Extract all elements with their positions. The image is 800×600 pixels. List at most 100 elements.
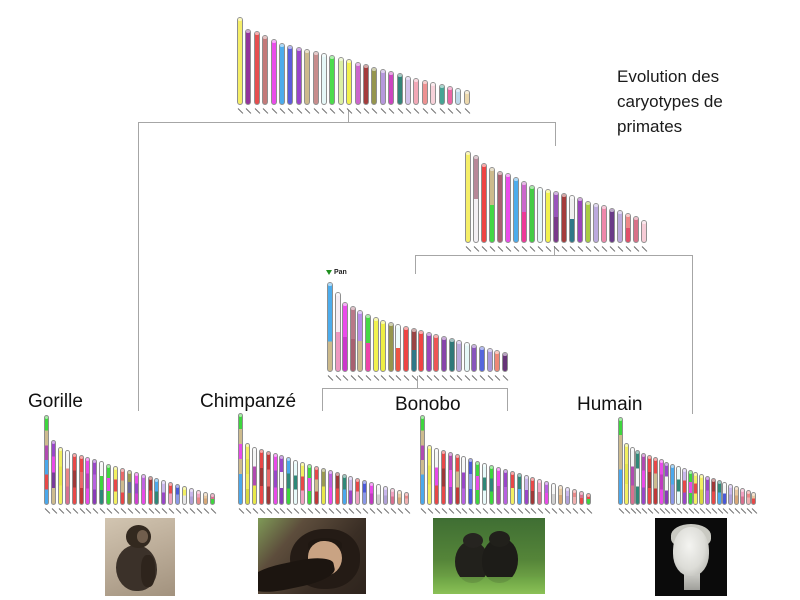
chromosome-tick-label (134, 508, 140, 514)
chromosome (739, 488, 745, 505)
chromosome (92, 459, 98, 505)
chromosome (473, 155, 479, 243)
chromosome (502, 469, 508, 505)
chromosome-tick-label (482, 508, 489, 514)
chromosome-tick-label (449, 375, 455, 381)
chromosome-tick-label (625, 246, 632, 252)
chromosome-tick-label (65, 508, 71, 514)
chromosome (495, 467, 501, 505)
chromosome-tick-label (286, 508, 293, 514)
chromosome (544, 481, 550, 505)
label-chimpanze: Chimpanzé (200, 391, 297, 412)
chromosome-tick-label (196, 508, 203, 514)
karyotype-gorille (44, 415, 223, 517)
chromosome (126, 470, 132, 505)
chromosome-tick-label (502, 375, 509, 381)
karyotype-ancestral-root (237, 17, 478, 117)
chromosome (629, 447, 635, 505)
chromosome (454, 454, 460, 505)
bonobo-photo (433, 518, 545, 594)
chromosome (313, 466, 319, 505)
pan-node-label: Pan (326, 269, 347, 276)
chromosome-tick-label (422, 108, 429, 114)
chromosome (710, 478, 716, 505)
chromosome (410, 328, 417, 372)
chromosome (440, 450, 446, 505)
chromosome (396, 490, 402, 505)
chromosome (551, 483, 557, 505)
chromosome (405, 76, 411, 105)
chromosome-tick-label (494, 375, 501, 381)
chromosome-tick-label (462, 508, 468, 514)
chromosome (509, 471, 515, 505)
chromosome-tick-label (365, 375, 372, 381)
chromosome (265, 451, 271, 505)
chromosome-tick-label (259, 508, 265, 514)
chromosome (202, 492, 208, 505)
chromosome-tick-label (321, 508, 328, 514)
chromosome (447, 86, 453, 105)
chromosome (346, 59, 353, 105)
chromosome-tick-label (58, 508, 65, 514)
chromosome-tick-label (456, 108, 462, 114)
chromosome-tick-label (551, 508, 558, 514)
chromosome-tick-label (641, 508, 648, 514)
chromosome (85, 457, 91, 505)
chromosome (380, 320, 387, 372)
chromosome-tick-label (479, 375, 486, 381)
chromosome (320, 468, 326, 505)
chromosome (209, 493, 215, 505)
chromosome-tick-label (513, 246, 520, 252)
karyotype-bonobo (420, 415, 599, 517)
karyotype-humain (618, 417, 763, 517)
chromosome-tick-label (380, 108, 387, 114)
chromosome-tick-label (705, 508, 712, 514)
chromosome-tick-label (617, 246, 624, 252)
chromosome-tick-label (330, 108, 336, 114)
chromosome (119, 468, 125, 505)
chromosome (564, 487, 570, 505)
chromosome (693, 472, 699, 505)
chromosome (641, 453, 647, 505)
chromosome (195, 490, 201, 505)
chromosome (140, 474, 146, 505)
chromosome (537, 187, 543, 243)
chromosome-tick-label (304, 108, 311, 114)
label-bonobo: Bonobo (395, 394, 461, 415)
chromosome (272, 453, 278, 505)
chromosome-tick-label (521, 246, 528, 252)
chromosome (647, 455, 652, 505)
statue-head-shape (673, 527, 709, 576)
chromosome-tick-label (148, 508, 154, 514)
chromosome-tick-label (362, 508, 369, 514)
bonobo-grass-shape (433, 577, 545, 594)
chromosome-tick-label (427, 508, 434, 514)
page-title: Evolution des caryotypes de primates (617, 67, 723, 136)
karyotype-hominine-ancestor (465, 151, 655, 255)
chromosome-tick-label (601, 246, 608, 252)
chromosome-tick-label (383, 508, 390, 514)
chromosome (447, 452, 453, 505)
chromosome (154, 478, 160, 505)
chromosome (676, 466, 681, 505)
chromosome (433, 334, 440, 372)
chromosome (569, 195, 575, 243)
chromosome-tick-label (699, 508, 706, 514)
chromosome-tick-label (404, 508, 410, 514)
chromosome (553, 191, 559, 243)
chromosome (396, 73, 403, 105)
chromosome-tick-label (252, 508, 259, 514)
chromosome-tick-label (565, 508, 572, 514)
chromosome-tick-label (182, 508, 189, 514)
chromosome (670, 464, 676, 505)
chromosome-tick-label (670, 508, 677, 514)
chromosome (722, 482, 728, 505)
chimpanzee-photo (258, 518, 366, 594)
chromosome-tick-label (396, 375, 402, 381)
chromosome (456, 340, 463, 372)
chromosome-tick-label (711, 508, 718, 514)
chromosome-tick-label (338, 108, 345, 114)
chromosome (481, 163, 487, 243)
bonobo-head-right (489, 530, 511, 547)
chromosome-tick-label (279, 108, 286, 114)
